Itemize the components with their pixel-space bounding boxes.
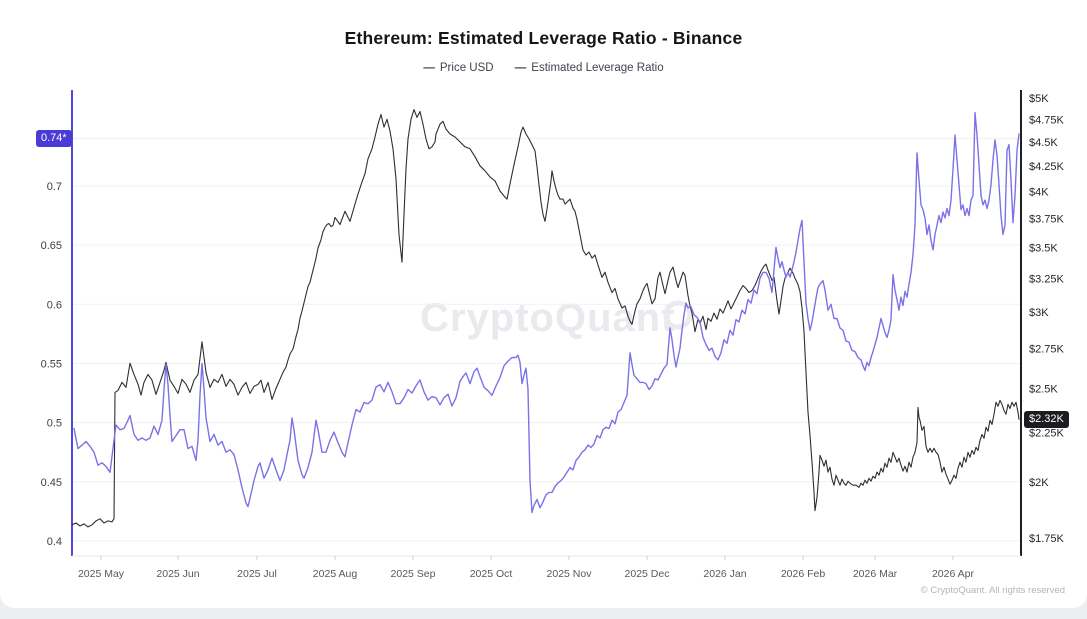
right-axis-tick-label: $5K: [1029, 93, 1049, 105]
month-tick-label: 2025 Nov: [547, 568, 593, 580]
left-axis-tick-label: 0.4: [47, 536, 62, 548]
right-axis-tick-label: $3.5K: [1029, 242, 1058, 254]
legend-item-leverage[interactable]: — Estimated Leverage Ratio: [515, 62, 664, 74]
axis-lines: [71, 90, 1022, 560]
month-tick-label: 2025 Dec: [625, 568, 670, 580]
left-axis-tick-label: 0.5: [47, 418, 62, 430]
month-tick-label: 2026 Jan: [703, 568, 746, 580]
left-axis-tick-label: 0.45: [41, 477, 62, 489]
watermark-ring-icon: [663, 300, 693, 330]
month-tick-label: 2025 Oct: [470, 568, 513, 580]
legend-label-leverage: Estimated Leverage Ratio: [531, 62, 664, 74]
right-axis-tick-label: $2.5K: [1029, 383, 1058, 395]
right-axis-tick-label: $3K: [1029, 307, 1049, 319]
axis-tick-labels: 2025 May 2025 Jun 2025 Jul 2025 Aug 2025 Sep…: [41, 93, 1065, 580]
month-tick-label: 2026 Feb: [781, 568, 826, 580]
right-axis-tick-label: $2.75K: [1029, 343, 1065, 355]
month-tick-label: 2025 Aug: [313, 568, 358, 580]
right-axis-tick-label: $4.75K: [1029, 114, 1065, 126]
month-tick-label: 2025 Sep: [391, 568, 436, 580]
watermark-logo-ring-icon: [663, 300, 693, 330]
gridlines: [72, 138, 1021, 542]
chart-title: Ethereum: Estimated Leverage Ratio - Bin…: [344, 28, 743, 48]
month-tick-label: 2026 Apr: [932, 568, 975, 580]
leverage-line-swatch-icon: —: [514, 62, 527, 74]
right-axis-tick-label: $1.75K: [1029, 533, 1065, 545]
series-lines: [71, 109, 1020, 528]
left-axis-tick-label: 0.7: [47, 181, 62, 193]
legend-label-price: Price USD: [439, 62, 494, 74]
month-tick-label: 2025 May: [78, 568, 125, 580]
right-axis-tick-label: $4.25K: [1029, 161, 1065, 173]
right-axis-tick-label: $4.5K: [1029, 137, 1058, 149]
left-axis-tick-label: 0.55: [41, 358, 62, 370]
price-line-swatch-icon: —: [423, 62, 435, 74]
series-line-leverage[interactable]: [73, 112, 1020, 514]
leverage-current-value-badge: 0.74*: [36, 129, 72, 147]
left-axis-tick-label: 0.65: [41, 240, 62, 252]
copyright-note: © CryptoQuant. All rights reserved: [920, 585, 1065, 596]
month-tick-label: 2025 Jun: [156, 568, 199, 580]
month-tick-label: 2026 Mar: [853, 568, 898, 580]
legend: — Price USD — Estimated Leverage Ratio: [0, 62, 1087, 74]
price-current-value-badge: $2.32K: [1024, 410, 1069, 428]
legend-item-price[interactable]: — Price USD: [423, 62, 493, 74]
month-tick-label: 2025 Jul: [237, 568, 277, 580]
right-axis-tick-label: $3.25K: [1029, 273, 1065, 285]
right-axis-tick-label: $2.25K: [1029, 428, 1065, 440]
right-axis-tick-label: $4K: [1029, 186, 1049, 198]
cryptoquant-watermark: CryptoQuant: [420, 296, 676, 340]
right-axis-tick-label: $3.75K: [1029, 214, 1065, 226]
left-axis-tick-label: 0.6: [47, 299, 62, 311]
series-line-price[interactable]: [71, 109, 1020, 528]
right-axis-tick-label: $2K: [1029, 477, 1049, 489]
